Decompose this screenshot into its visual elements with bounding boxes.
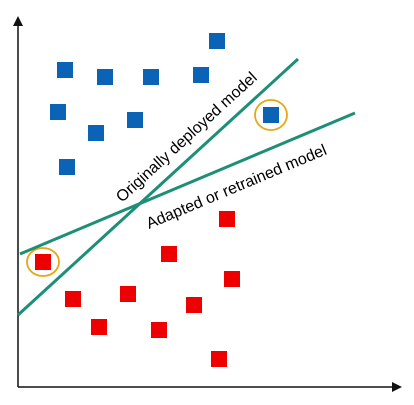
highlight-circle-blue bbox=[254, 99, 288, 131]
originally-deployed-model-line bbox=[16, 57, 300, 317]
blue-square bbox=[88, 125, 104, 141]
blue-class-points bbox=[50, 33, 279, 175]
red-square bbox=[186, 297, 202, 313]
red-square bbox=[65, 291, 81, 307]
blue-square bbox=[97, 69, 113, 85]
blue-square bbox=[143, 69, 159, 85]
adapted-retrained-model-line bbox=[19, 111, 356, 256]
red-square bbox=[224, 271, 240, 287]
highlight-circle-red bbox=[26, 247, 60, 277]
red-square-misclassified bbox=[35, 254, 51, 270]
blue-square bbox=[57, 62, 73, 78]
red-class-points bbox=[35, 211, 240, 367]
red-square bbox=[120, 286, 136, 302]
red-square bbox=[91, 319, 107, 335]
blue-square bbox=[59, 159, 75, 175]
red-square bbox=[161, 246, 177, 262]
blue-square-misclassified bbox=[263, 107, 279, 123]
blue-square bbox=[50, 104, 66, 120]
blue-square bbox=[193, 67, 209, 83]
blue-square bbox=[127, 112, 143, 128]
red-square bbox=[151, 322, 167, 338]
red-square bbox=[219, 211, 235, 227]
red-square bbox=[211, 351, 227, 367]
blue-square bbox=[209, 33, 225, 49]
